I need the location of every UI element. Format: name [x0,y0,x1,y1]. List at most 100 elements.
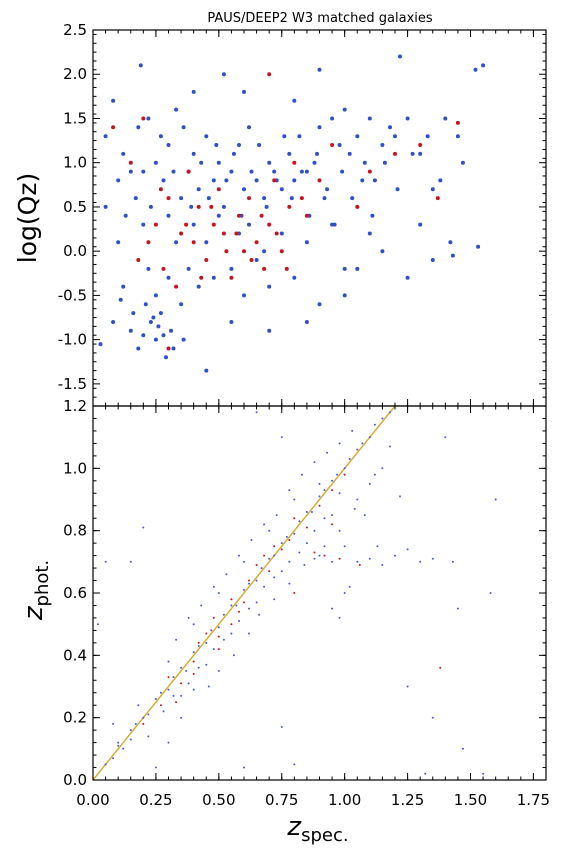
chart-point [154,698,157,700]
chart-point [355,204,360,209]
bottom-y-axis-label: zphot. [19,560,53,621]
chart-point [376,545,379,548]
chart-point [338,557,341,560]
chart-point [136,346,141,351]
chart-point [230,623,233,626]
top-y-axis-label: log(Qz) [13,173,42,263]
chart-point [355,134,360,139]
chart-point [305,511,308,513]
chart-point [292,275,297,280]
chart-point [166,275,171,280]
chart-point [279,231,284,236]
chart-point [367,231,372,236]
chart-point [262,249,267,254]
chart-point [343,473,346,476]
chart-point [116,240,121,245]
chart-point [255,411,258,414]
chart-point [393,134,397,139]
chart-point [133,196,138,201]
chart-point [169,328,173,333]
chart-point [204,134,209,139]
chart-point [254,240,259,245]
chart-point [158,134,163,139]
chart-point [166,196,171,201]
chart-point [217,626,220,629]
x-tick-label: 1.75 [517,791,550,809]
y-tick-label: -1.5 [58,375,87,393]
chart-point [338,492,341,495]
chart-point [181,125,186,130]
chart-point [338,529,341,532]
chart-point [151,315,156,320]
chart-point [340,169,345,174]
chart-point [331,607,334,610]
chart-point [267,284,272,289]
y-tick-label: -0.5 [58,286,87,304]
chart-point [209,204,214,209]
chart-point [191,222,196,227]
chart-point [326,451,329,454]
y-tick-label: 1.0 [63,154,87,172]
chart-point [279,249,284,254]
chart-point [368,557,371,560]
chart-point [146,240,151,245]
chart-point [494,498,497,501]
chart-point [280,726,283,728]
chart-point [305,526,308,529]
chart-point [298,551,301,554]
chart-point [481,63,486,68]
chart-point [172,676,175,679]
chart-point [104,560,107,563]
chart-point [280,548,283,551]
chart-point [197,641,200,644]
chart-point [179,302,184,307]
chart-point [204,368,209,373]
chart-point [197,666,200,669]
chart-point [238,610,240,613]
y-tick-label: 0.8 [63,522,87,540]
chart-point [191,240,196,245]
chart-point [117,741,120,744]
chart-point [192,688,195,691]
chart-point [162,710,165,713]
chart-point [237,143,241,147]
chart-point [205,663,208,666]
chart-point [439,666,442,669]
chart-point [128,169,133,174]
chart-point [293,763,296,766]
chart-point [212,616,215,619]
chart-point [222,638,225,641]
chart-point [174,107,179,112]
chart-point [103,204,108,209]
chart-point [342,266,347,271]
chart-point [118,297,123,302]
chart-point [268,529,271,532]
chart-point [97,623,99,626]
chart-point [405,116,410,121]
chart-point [143,302,148,307]
y-tick-label: 1.5 [63,109,87,127]
chart-point [141,222,146,227]
chart-point [370,213,375,218]
chart-point [358,564,361,566]
chart-point [142,526,145,529]
y-tick-label: 0.0 [63,771,87,789]
chart-point [288,560,291,563]
chart-point [331,489,334,492]
chart-point [158,311,163,316]
chart-title: PAUS/DEEP2 W3 matched galaxies [207,11,433,26]
chart-point [288,489,291,492]
chart-point [216,213,221,218]
chart-point [153,337,158,342]
chart-point [161,266,166,271]
chart-point [254,258,259,262]
chart-point [136,125,141,130]
chart-point [356,560,359,563]
chart-point [367,116,372,121]
chart-point [153,293,158,298]
chart-point [258,613,261,616]
chart-point [112,722,115,725]
chart-point [381,564,384,566]
top-x-ticks [92,30,547,406]
top-points [98,54,486,373]
